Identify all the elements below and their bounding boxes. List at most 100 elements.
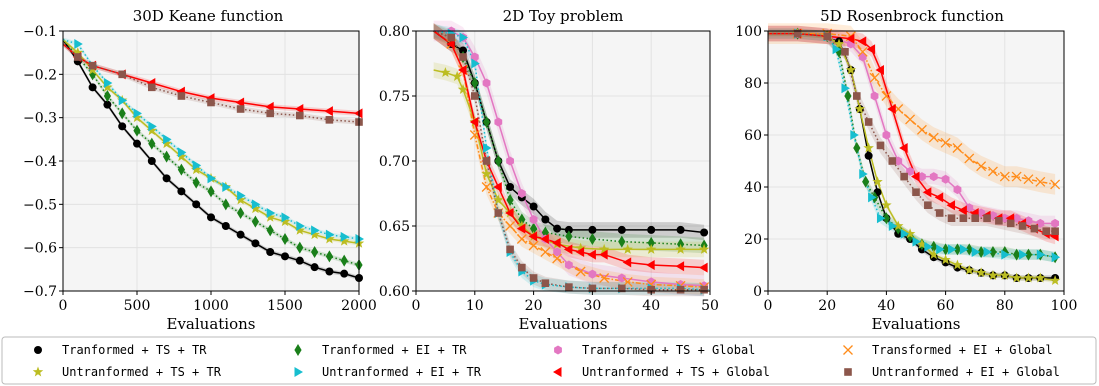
data-point-s8: [912, 188, 920, 196]
data-point-s1: [251, 239, 260, 248]
chart-title: 5D Rosenbrock function: [820, 7, 1004, 25]
data-point-s3: [882, 130, 891, 140]
data-point-s1: [266, 248, 275, 256]
data-point-s3: [894, 156, 903, 166]
legend-marker-s6: [294, 367, 303, 377]
data-point-s2: [281, 233, 289, 245]
data-point-s7: [845, 33, 855, 44]
data-point-s5: [598, 243, 610, 254]
x-tick-label: 20: [525, 298, 543, 314]
y-tick-label: 0: [753, 284, 762, 300]
data-point-s4: [505, 221, 516, 231]
legend-marker-s7: [553, 367, 562, 377]
data-point-s3: [617, 273, 626, 283]
y-tick-label: 0.70: [379, 154, 410, 170]
data-point-s8: [148, 83, 156, 92]
data-point-s1: [295, 256, 304, 265]
data-point-s5: [102, 81, 113, 92]
y-tick-label: −0.3: [23, 111, 57, 127]
data-point-s7: [265, 101, 274, 112]
data-point-s6: [912, 236, 921, 247]
data-point-s5: [87, 64, 98, 75]
data-point-s6: [900, 228, 910, 239]
data-point-s2: [977, 246, 985, 258]
data-point-s6: [103, 78, 113, 88]
data-point-s2: [237, 207, 245, 219]
data-point-s3: [941, 174, 950, 184]
data-point-s3: [470, 52, 479, 62]
data-point-s7: [540, 234, 549, 244]
data-point-s4: [1023, 174, 1034, 185]
x-tick-label: 80: [996, 298, 1014, 314]
data-point-s8: [88, 61, 97, 70]
data-point-s2: [506, 194, 514, 206]
data-point-s7: [446, 39, 455, 49]
data-point-s5: [999, 269, 1011, 280]
data-point-s8: [447, 33, 456, 42]
data-point-s8: [1042, 227, 1051, 235]
data-point-s1: [506, 183, 515, 191]
data-point-s6: [876, 213, 886, 224]
data-point-s6: [355, 234, 364, 244]
data-point-s8: [983, 214, 991, 222]
data-point-s6: [1001, 249, 1010, 260]
x-axis-label: Evaluations: [519, 315, 608, 333]
data-point-s7: [469, 117, 479, 127]
legend-item-s2: Tranformed + EI + TR: [294, 343, 467, 357]
data-point-s8: [565, 283, 573, 291]
data-point-s5: [975, 267, 987, 278]
data-point-s8: [459, 53, 467, 61]
data-point-s7: [552, 237, 561, 248]
data-point-s4: [552, 253, 563, 264]
data-point-s6: [237, 190, 246, 201]
legend-item-s3: Tranformed + TS + Global: [554, 343, 755, 357]
data-point-s8: [207, 98, 215, 107]
y-tick-label: −0.1: [23, 24, 57, 40]
chart-title: 2D Toy problem: [503, 7, 624, 25]
data-point-s4: [916, 124, 927, 135]
data-point-s2: [207, 185, 215, 198]
data-point-s8: [1006, 219, 1015, 228]
data-point-s8: [177, 92, 186, 100]
legend-label: Untranformed + TS + Global: [582, 365, 770, 379]
data-point-s2: [1024, 248, 1033, 261]
data-point-s8: [841, 48, 849, 56]
x-tick-label: 100: [1051, 298, 1078, 314]
data-point-s2: [133, 124, 141, 137]
x-tick-label: 30: [583, 298, 601, 314]
data-point-s5: [176, 151, 187, 162]
data-point-s3: [918, 172, 926, 182]
y-tick-label: −0.5: [23, 197, 57, 213]
data-point-s7: [587, 249, 596, 260]
data-point-s6: [118, 95, 128, 106]
data-point-s6: [859, 169, 868, 179]
data-point-s5: [904, 228, 916, 239]
data-point-s1: [207, 213, 215, 222]
series-band-s8: [433, 24, 705, 297]
data-point-s3: [1012, 213, 1021, 223]
data-point-s5: [928, 249, 939, 260]
x-tick-label: 0: [412, 298, 421, 314]
data-point-s7: [516, 223, 526, 234]
legend-item-s6: Untranformed + EI + TR: [294, 365, 482, 379]
y-tick-label: −0.4: [23, 154, 57, 170]
data-point-s2: [163, 150, 171, 163]
data-point-s2: [192, 176, 200, 189]
series-line-s8: [768, 32, 1056, 232]
data-point-s7: [875, 65, 884, 75]
data-point-s2: [296, 241, 304, 254]
data-point-s8: [853, 92, 861, 100]
data-point-s1: [647, 225, 656, 234]
data-point-s6: [832, 44, 842, 55]
data-point-s8: [924, 201, 932, 209]
data-point-s6: [1051, 252, 1061, 263]
data-point-s5: [575, 242, 586, 253]
data-point-s8: [995, 217, 1003, 225]
data-point-s3: [965, 203, 974, 213]
data-point-s5: [451, 71, 463, 81]
panel-toy: 2D Toy problem 0 10 20 30 40 50 0.60 0.65 0.70 0…: [379, 7, 719, 333]
data-point-s1: [459, 46, 468, 55]
data-point-s5: [698, 243, 710, 254]
data-point-s4: [1035, 176, 1046, 187]
data-point-s1: [221, 222, 230, 230]
